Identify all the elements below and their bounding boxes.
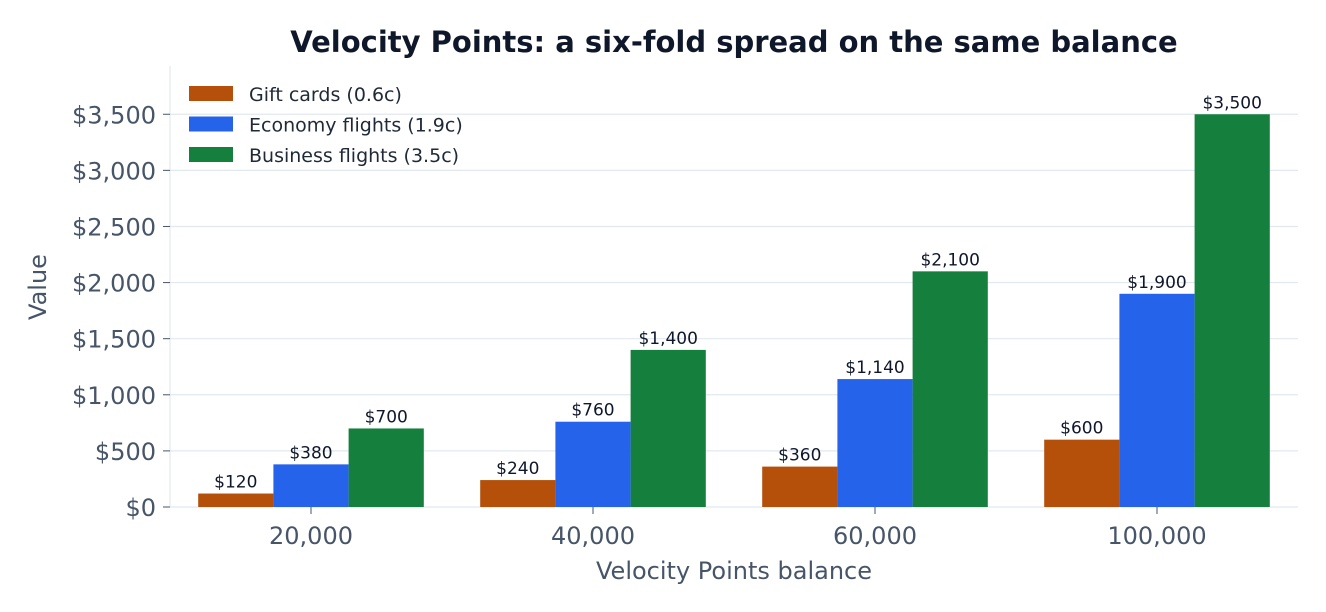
y-tick-label: $1,000: [72, 382, 156, 410]
bar-value-label: $760: [571, 401, 614, 421]
legend-swatch: [189, 86, 233, 101]
y-tick-label: $3,500: [72, 101, 156, 129]
bar: [273, 464, 349, 507]
bar-value-label: $600: [1060, 419, 1103, 439]
x-tick-label: 60,000: [833, 522, 917, 550]
y-tick-label: $500: [95, 438, 156, 466]
bar-value-label: $700: [365, 407, 408, 427]
bar-value-label: $2,100: [920, 250, 979, 270]
bar-value-label: $1,400: [638, 329, 697, 349]
bar: [1194, 114, 1270, 508]
y-tick-label: $3,000: [72, 157, 156, 185]
bar-value-label: $360: [778, 446, 821, 466]
bar: [837, 379, 913, 507]
y-tick-label: $0: [125, 494, 156, 522]
bar: [1044, 439, 1120, 507]
gridlines: [170, 113, 1298, 452]
bar-value-label: $240: [496, 459, 539, 479]
bar-value-label: $380: [289, 443, 332, 463]
legend-label: Gift cards (0.6c): [249, 84, 402, 106]
y-tick-label: $1,500: [72, 326, 156, 354]
bar: [1119, 293, 1195, 507]
bar: [630, 349, 706, 507]
x-axis-ticks: 20,000 40,000 60,000 100,000: [269, 507, 1207, 550]
legend-swatch: [189, 147, 233, 162]
legend-swatch: [189, 116, 233, 132]
y-axis-label: Value: [24, 254, 52, 320]
x-tick-label: 20,000: [269, 522, 353, 550]
data-labels: $120 $380 $700 $240 $760 $1,400 $360 $1,140 $2,1…: [214, 93, 1262, 492]
legend-label: Business flights (3.5c): [249, 145, 459, 167]
y-tick-label: $2,500: [72, 213, 156, 241]
legend-label: Economy flights (1.9c): [249, 115, 463, 137]
bar: [198, 493, 274, 507]
bar-value-label: $1,900: [1127, 273, 1186, 293]
y-axis-ticks: $0 $500 $1,000 $1,500 $2,000 $2,500 $3,000 $3,5…: [72, 101, 170, 522]
bar: [762, 466, 838, 507]
bar-value-label: $120: [214, 473, 257, 493]
bar: [348, 428, 424, 507]
bar-value-label: $1,140: [845, 358, 904, 378]
x-tick-label: 100,000: [1107, 522, 1206, 550]
bar: [555, 421, 631, 507]
bar: [480, 480, 556, 507]
bar: [912, 271, 988, 507]
y-tick-label: $2,000: [72, 270, 156, 298]
x-tick-label: 40,000: [551, 522, 635, 550]
bar-value-label: $3,500: [1202, 93, 1261, 113]
chart-title: Velocity Points: a six-fold spread on th…: [290, 25, 1177, 59]
bars: [198, 114, 1270, 508]
legend: Gift cards (0.6c) Economy flights (1.9c) B…: [189, 84, 463, 167]
x-axis-label: Velocity Points balance: [596, 557, 872, 585]
